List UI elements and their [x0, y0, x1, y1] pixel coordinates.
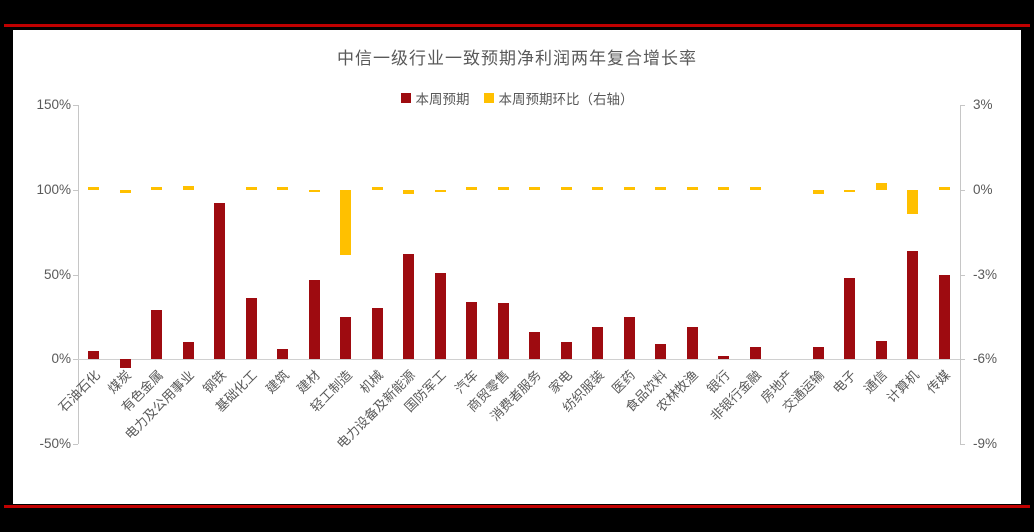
- left-axis-tick: [73, 444, 78, 445]
- forecast-bar: [592, 327, 604, 360]
- forecast-bar: [718, 355, 730, 360]
- forecast-bar: [434, 272, 446, 360]
- forecast-bar: [466, 301, 478, 360]
- forecast-bar: [182, 342, 194, 360]
- right-axis-tick-label: 3%: [973, 97, 993, 112]
- wow-change-bar: [655, 187, 667, 190]
- wow-change-bar: [245, 186, 257, 190]
- wow-change-bar: [686, 187, 698, 190]
- forecast-bar: [529, 332, 541, 360]
- wow-change-bar: [623, 187, 635, 190]
- chart-card: 中信一级行业一致预期净利润两年复合增长率 本周预期 本周预期环比（右轴） 150…: [13, 30, 1021, 504]
- forecast-bar: [403, 254, 415, 360]
- left-axis-tick: [73, 359, 78, 361]
- forecast-bar: [277, 349, 289, 360]
- left-axis-tick: [73, 105, 78, 106]
- right-axis-tick: [960, 444, 965, 445]
- wow-change-bar: [340, 189, 352, 255]
- left-axis-tick-label: 150%: [36, 97, 71, 112]
- wow-change-bar: [592, 187, 604, 190]
- forecast-bar: [371, 308, 383, 360]
- legend-item-wow-change: 本周预期环比（右轴）: [483, 88, 634, 108]
- wow-change-bar: [718, 187, 730, 190]
- forecast-bar: [214, 203, 226, 360]
- wow-change-bar: [466, 187, 478, 190]
- wow-change-bar: [403, 189, 415, 194]
- wow-change-bar: [119, 189, 131, 193]
- left-axis-tick-label: 50%: [43, 266, 71, 282]
- right-axis-tick: [960, 359, 965, 361]
- left-axis-tick-label: 0%: [51, 351, 71, 367]
- right-axis-tick-label: -6%: [973, 351, 998, 367]
- top-accent-rule: [4, 24, 1030, 27]
- wow-change-bar: [308, 189, 320, 193]
- wow-change-bar: [907, 189, 919, 214]
- legend-label: 本周预期: [415, 92, 470, 107]
- wow-change-bar: [151, 187, 163, 190]
- wow-change-bar: [434, 189, 446, 193]
- forecast-bar: [938, 274, 950, 360]
- wow-change-bar: [88, 187, 100, 190]
- forecast-bar: [907, 250, 919, 360]
- wow-change-bar: [749, 186, 761, 190]
- left-axis-tick: [73, 189, 78, 191]
- wow-change-bar: [812, 189, 824, 194]
- right-axis-tick: [960, 105, 965, 106]
- forecast-bar: [560, 342, 572, 360]
- wow-change-bar: [371, 186, 383, 190]
- forecast-bar: [308, 279, 320, 360]
- forecast-bar: [245, 298, 257, 360]
- wow-change-bar: [182, 185, 194, 190]
- wow-change-bar: [277, 187, 289, 190]
- forecast-bar: [812, 347, 824, 360]
- forecast-bar: [151, 310, 163, 360]
- left-axis-line: [78, 105, 79, 444]
- bottom-accent-rule: [4, 505, 1030, 508]
- forecast-bar: [686, 327, 698, 360]
- wow-change-bar: [844, 189, 856, 193]
- forecast-bar: [119, 359, 131, 368]
- left-axis-tick-label: 100%: [36, 181, 71, 197]
- wow-change-bar: [938, 187, 950, 190]
- chart-legend: 本周预期 本周预期环比（右轴）: [13, 88, 1021, 108]
- legend-swatch-red: [400, 93, 411, 103]
- legend-item-weekly-forecast: 本周预期: [400, 88, 470, 108]
- forecast-bar: [749, 347, 761, 360]
- right-axis-tick-label: -9%: [973, 436, 998, 451]
- forecast-bar: [340, 316, 352, 360]
- left-axis-tick-label: -50%: [39, 436, 71, 451]
- legend-label: 本周预期环比（右轴）: [498, 92, 634, 107]
- legend-swatch-gold: [483, 93, 494, 103]
- wow-change-bar: [497, 186, 509, 190]
- category-axis-line: [78, 359, 960, 361]
- forecast-bar: [497, 303, 509, 360]
- left-axis-tick: [73, 274, 78, 276]
- wow-change-bar: [529, 187, 541, 190]
- right-axis-tick-label: -3%: [973, 266, 998, 282]
- forecast-bar: [655, 344, 667, 360]
- forecast-bar: [844, 277, 856, 360]
- wow-change-bar: [875, 182, 887, 190]
- right-axis-tick-label: 0%: [973, 181, 993, 197]
- forecast-bar: [88, 350, 100, 360]
- forecast-bar: [623, 316, 635, 360]
- right-axis-tick: [960, 274, 965, 276]
- wow-change-bar: [560, 187, 572, 190]
- forecast-bar: [875, 340, 887, 360]
- right-axis-tick: [960, 189, 965, 191]
- chart-title: 中信一级行业一致预期净利润两年复合增长率: [337, 49, 697, 68]
